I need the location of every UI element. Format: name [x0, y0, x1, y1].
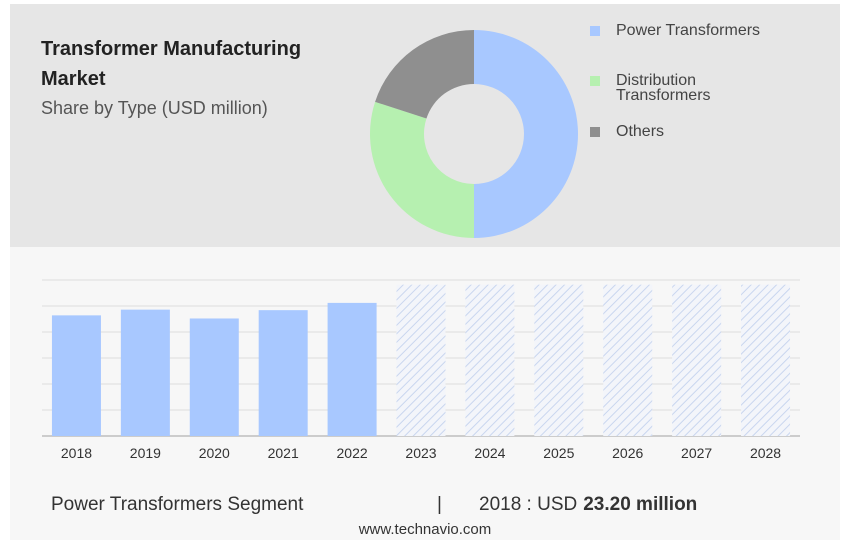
- x-tick-label: 2018: [61, 445, 92, 461]
- x-tick-label: 2020: [199, 445, 230, 461]
- x-tick-label: 2021: [268, 445, 299, 461]
- segment-stat: 2018 : USD 23.20 million: [479, 494, 697, 516]
- stat-prefix: 2018 : USD: [479, 494, 578, 515]
- forecast-bar-2028: [741, 284, 791, 436]
- x-tick-label: 2019: [130, 445, 161, 461]
- x-tick-label: 2026: [612, 445, 643, 461]
- chart-subtitle: Share by Type (USD million): [41, 98, 268, 118]
- footer-separator: |: [437, 494, 442, 515]
- bar-2021: [258, 310, 308, 436]
- bar-2022: [327, 302, 377, 436]
- bar-2020: [189, 318, 239, 436]
- x-tick-label: 2027: [681, 445, 712, 461]
- stat-value: 23.20 million: [583, 494, 698, 515]
- donut-slice-power-transformers: [474, 30, 578, 238]
- donut-slice-others: [375, 30, 474, 119]
- legend-label: Power Transformers: [616, 22, 761, 39]
- x-tick-label: 2023: [405, 445, 436, 461]
- forecast-bar-2024: [465, 284, 515, 436]
- x-tick-label: 2024: [474, 445, 505, 461]
- bar-chart: 2018 2019 2020 2021 2022 2023 2024 2025 2026 2027…: [42, 279, 800, 461]
- legend-swatch: [590, 76, 600, 86]
- forecast-bar-2027: [672, 284, 722, 436]
- x-tick-label: 2028: [750, 445, 781, 461]
- legend-item-distribution-transformers: Distribution Transformers: [590, 72, 810, 104]
- forecast-bar-2023: [396, 284, 446, 436]
- chart-title: Transformer Manufacturing Market: [41, 38, 302, 90]
- bar-2019: [120, 309, 170, 436]
- legend-item-power-transformers: Power Transformers: [590, 22, 810, 39]
- segment-label: Power Transformers Segment: [51, 494, 304, 515]
- legend-label: Others: [616, 123, 665, 140]
- x-tick-label: 2025: [543, 445, 574, 461]
- legend-swatch: [590, 127, 600, 137]
- bar-2018: [51, 315, 101, 436]
- source-link[interactable]: www.technavio.com: [358, 521, 492, 538]
- forecast-bar-2025: [534, 284, 584, 436]
- forecast-bar-2026: [603, 284, 653, 436]
- legend-label: Distribution Transformers: [616, 72, 711, 104]
- donut-chart: [370, 30, 578, 238]
- x-tick-label: 2022: [337, 445, 368, 461]
- legend-item-others: Others: [590, 123, 810, 140]
- donut-slice-distribution-transformers: [370, 101, 474, 238]
- legend-swatch: [590, 26, 600, 36]
